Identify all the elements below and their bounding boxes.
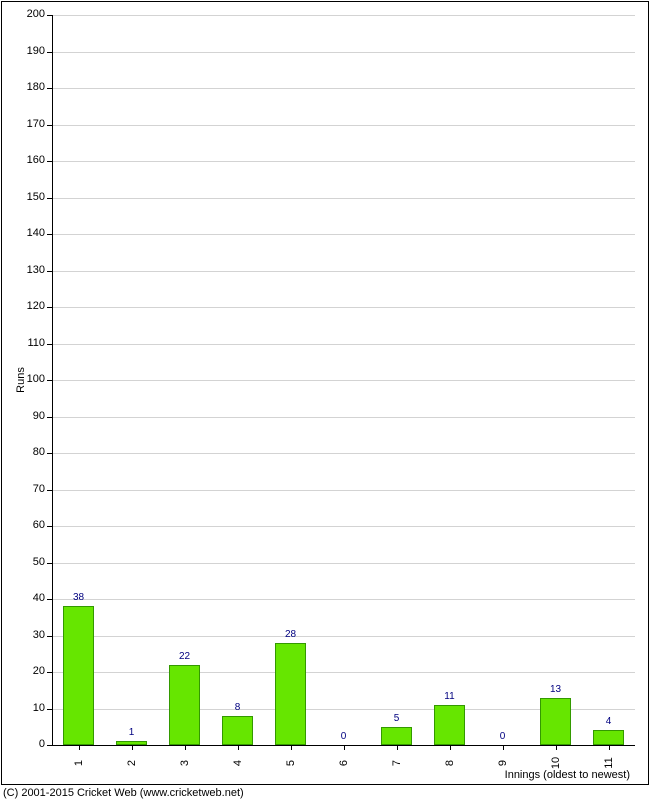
y-tick-label: 160 xyxy=(20,154,45,166)
grid-line xyxy=(52,672,635,673)
bar-value-label: 8 xyxy=(223,702,253,713)
y-tick-label: 60 xyxy=(20,519,45,531)
bar xyxy=(381,727,412,745)
bar-value-label: 11 xyxy=(435,691,465,702)
bar xyxy=(593,730,624,745)
bar xyxy=(169,665,200,745)
bar-value-label: 22 xyxy=(170,651,200,662)
grid-line xyxy=(52,599,635,600)
y-axis-line xyxy=(52,15,53,745)
grid-line xyxy=(52,344,635,345)
bar-value-label: 13 xyxy=(541,684,571,695)
grid-line xyxy=(52,125,635,126)
x-tick xyxy=(132,745,133,750)
y-tick-label: 20 xyxy=(20,665,45,677)
bar xyxy=(275,643,306,745)
chart-container: 3812282805110134 Runs Innings (oldest to… xyxy=(0,0,650,800)
grid-line xyxy=(52,490,635,491)
y-tick-label: 40 xyxy=(20,592,45,604)
y-tick-label: 150 xyxy=(20,191,45,203)
grid-line xyxy=(52,234,635,235)
y-tick-label: 50 xyxy=(20,556,45,568)
y-tick-label: 170 xyxy=(20,118,45,130)
x-tick-label: 8 xyxy=(444,753,456,773)
y-tick-label: 90 xyxy=(20,410,45,422)
x-tick xyxy=(503,745,504,750)
y-tick-label: 140 xyxy=(20,227,45,239)
x-tick-label: 11 xyxy=(603,753,615,773)
x-tick-label: 2 xyxy=(126,753,138,773)
grid-line xyxy=(52,307,635,308)
grid-line xyxy=(52,380,635,381)
grid-line xyxy=(52,271,635,272)
x-tick xyxy=(556,745,557,750)
grid-line xyxy=(52,636,635,637)
y-tick-label: 30 xyxy=(20,629,45,641)
x-tick xyxy=(609,745,610,750)
x-tick-label: 9 xyxy=(497,753,509,773)
x-tick-label: 10 xyxy=(550,753,562,773)
grid-line xyxy=(52,417,635,418)
grid-line xyxy=(52,526,635,527)
x-tick xyxy=(238,745,239,750)
plot-area: 38 1 22 8 28 0 5 11 0 13 4 xyxy=(52,15,635,745)
bar xyxy=(540,698,571,745)
bar xyxy=(222,716,253,745)
x-tick xyxy=(79,745,80,750)
y-tick-label: 190 xyxy=(20,45,45,57)
x-tick xyxy=(344,745,345,750)
grid-line xyxy=(52,52,635,53)
y-tick-label: 200 xyxy=(20,8,45,20)
y-tick-label: 120 xyxy=(20,300,45,312)
grid-line xyxy=(52,563,635,564)
x-tick-label: 1 xyxy=(73,753,85,773)
bar-value-label: 0 xyxy=(329,731,359,742)
y-tick-label: 100 xyxy=(20,373,45,385)
bar-value-label: 5 xyxy=(382,713,412,724)
grid-line xyxy=(52,198,635,199)
copyright-text: (C) 2001-2015 Cricket Web (www.cricketwe… xyxy=(3,787,244,799)
x-tick xyxy=(185,745,186,750)
bar-value-label: 0 xyxy=(488,731,518,742)
x-tick xyxy=(291,745,292,750)
bar-value-label: 38 xyxy=(64,592,94,603)
x-tick xyxy=(397,745,398,750)
x-tick-label: 7 xyxy=(391,753,403,773)
grid-line xyxy=(52,161,635,162)
y-tick-label: 110 xyxy=(20,337,45,349)
x-tick-label: 4 xyxy=(232,753,244,773)
grid-line xyxy=(52,88,635,89)
bar-value-label: 28 xyxy=(276,629,306,640)
y-tick-label: 180 xyxy=(20,81,45,93)
y-tick-label: 80 xyxy=(20,446,45,458)
x-tick-label: 6 xyxy=(338,753,350,773)
y-tick-label: 10 xyxy=(20,702,45,714)
y-tick-label: 130 xyxy=(20,264,45,276)
bar xyxy=(63,606,94,745)
y-tick-label: 70 xyxy=(20,483,45,495)
grid-line xyxy=(52,15,635,16)
y-tick-label: 0 xyxy=(20,738,45,750)
x-tick-label: 5 xyxy=(285,753,297,773)
bar-value-label: 4 xyxy=(594,716,624,727)
x-tick xyxy=(450,745,451,750)
bar-value-label: 1 xyxy=(117,727,147,738)
grid-line xyxy=(52,453,635,454)
x-tick-label: 3 xyxy=(179,753,191,773)
bar xyxy=(434,705,465,745)
